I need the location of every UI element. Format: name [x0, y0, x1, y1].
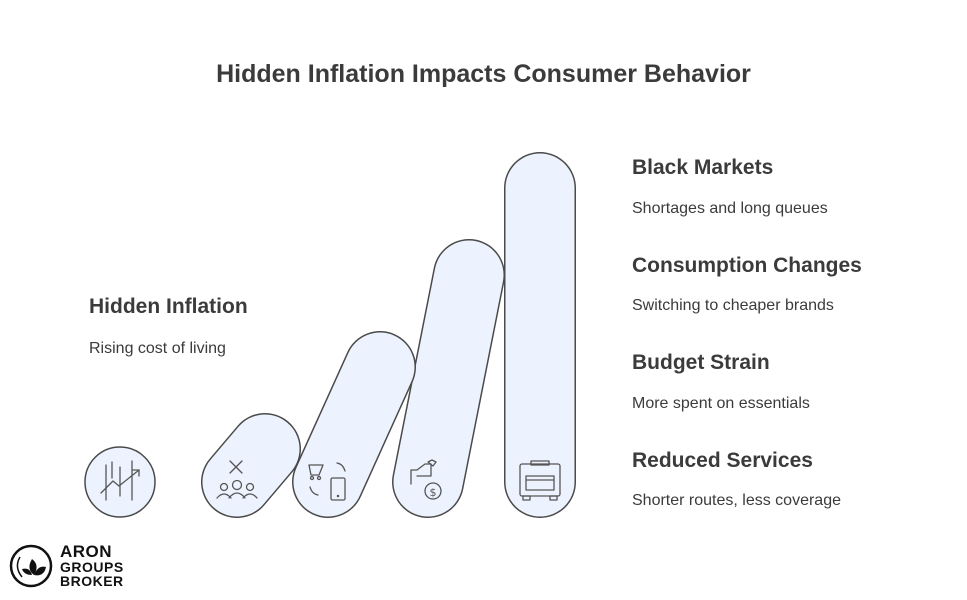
page-title: Hidden Inflation Impacts Consumer Behavi…: [216, 60, 751, 88]
pill-consumption-changes: [392, 239, 505, 518]
pill-budget-strain: [292, 331, 416, 518]
brand-logo: ARON GROUPS BROKER: [8, 543, 124, 589]
leaf-logo-icon: [9, 544, 53, 588]
bus-icon: [519, 460, 561, 501]
item-heading: Consumption Changes: [632, 254, 862, 277]
item-heading: Reduced Services: [632, 449, 813, 472]
item-sub: Shorter routes, less coverage: [632, 492, 841, 509]
chart-trend-up-icon: [100, 460, 140, 501]
logo-line: ARON: [60, 542, 113, 561]
left-heading: Hidden Inflation: [89, 295, 248, 318]
logo-line: BROKER: [60, 573, 124, 589]
item-heading: Black Markets: [632, 156, 774, 179]
people-cancel-icon: [216, 460, 258, 499]
money-bag-hand-icon: $: [410, 459, 442, 500]
logo-line: GROUPS: [60, 559, 124, 575]
item-sub: Shortages and long queues: [632, 200, 828, 217]
item-heading: Budget Strain: [632, 351, 770, 374]
svg-text:$: $: [430, 486, 437, 499]
item-sub: More spent on essentials: [632, 395, 810, 412]
pill-reduced-services: [201, 413, 301, 518]
item-sub: Switching to cheaper brands: [632, 297, 834, 314]
cart-phone-swap-icon: [308, 462, 346, 501]
left-sub: Rising cost of living: [89, 340, 226, 357]
